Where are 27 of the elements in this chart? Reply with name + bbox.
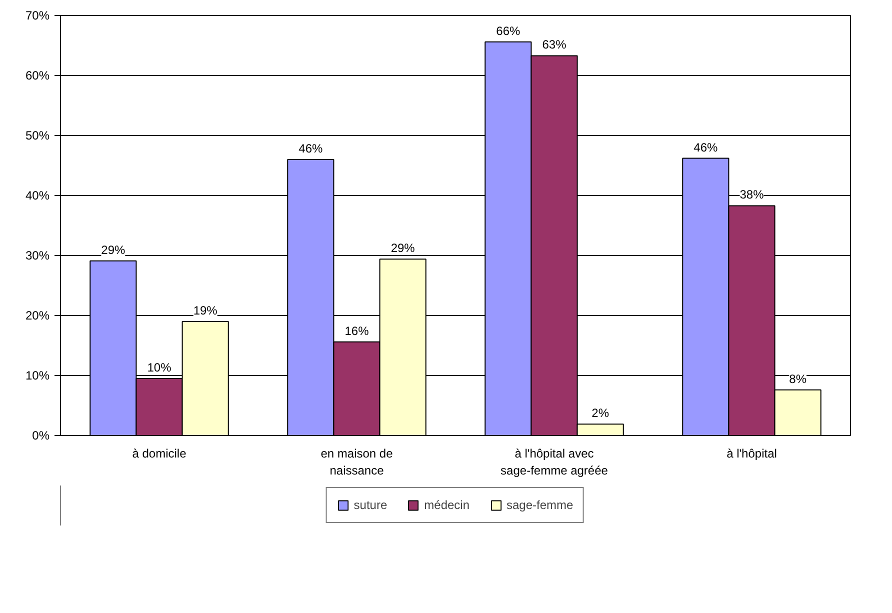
data-label: 19%	[193, 304, 218, 318]
y-tick-label: 10%	[25, 368, 50, 382]
data-label: 10%	[147, 360, 172, 374]
y-tick-label: 30%	[25, 248, 50, 262]
y-tick-label: 40%	[25, 188, 50, 202]
data-label: 29%	[390, 241, 416, 256]
y-tick-label: 0%	[32, 428, 50, 442]
data-label: 8%	[789, 372, 807, 386]
y-tick-label: 20%	[25, 308, 50, 322]
data-label: 46%	[298, 142, 324, 156]
x-tick-label: à l'hôpital avec sage-femme agréée	[500, 446, 608, 478]
data-label: 63%	[542, 38, 567, 52]
y-tick-label: 50%	[25, 128, 50, 142]
legend-label: sage-femme	[506, 498, 574, 512]
y-tick-label: 70%	[25, 8, 50, 22]
data-label: 16%	[344, 324, 370, 338]
data-label: 29%	[101, 242, 126, 257]
data-label: 2%	[592, 406, 610, 420]
y-tick-label: 60%	[25, 68, 50, 82]
data-label: 38%	[740, 188, 764, 202]
x-tick-label: à l'hôpital	[726, 446, 777, 460]
data-label: 46%	[694, 140, 718, 154]
legend-label: médecin	[424, 498, 470, 512]
x-tick-label: à domicile	[132, 446, 187, 460]
x-tick-label: en maison de naissance	[320, 446, 394, 478]
legend-label: suture	[354, 498, 388, 512]
data-label: 66%	[496, 24, 521, 38]
